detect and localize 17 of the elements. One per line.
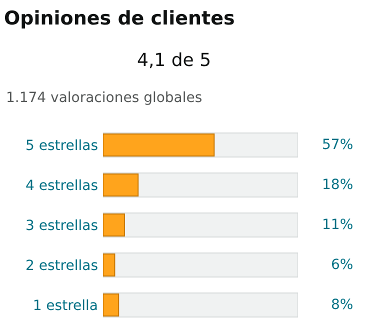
data-label: 11% xyxy=(322,217,354,233)
data-label: 6% xyxy=(331,257,354,273)
chart-title: Opiniones de clientes xyxy=(4,8,235,30)
bar xyxy=(103,294,120,316)
bar xyxy=(103,214,125,236)
y-tick-label: 5 estrellas xyxy=(26,138,98,154)
y-tick-label: 1 estrella xyxy=(32,298,98,314)
bar xyxy=(103,254,116,276)
text: 1.174 valoraciones globales xyxy=(6,90,202,106)
data-label: 57% xyxy=(322,137,354,153)
chart-subtitle: 4,1 de 5 xyxy=(137,50,212,71)
y-tick-label: 4 estrellas xyxy=(26,178,98,194)
data-label: 8% xyxy=(331,297,354,313)
bar xyxy=(103,174,139,196)
y-tick-label: 3 estrellas xyxy=(26,218,98,234)
y-tick-label: 2 estrellas xyxy=(26,258,98,274)
data-label: 18% xyxy=(322,177,354,193)
